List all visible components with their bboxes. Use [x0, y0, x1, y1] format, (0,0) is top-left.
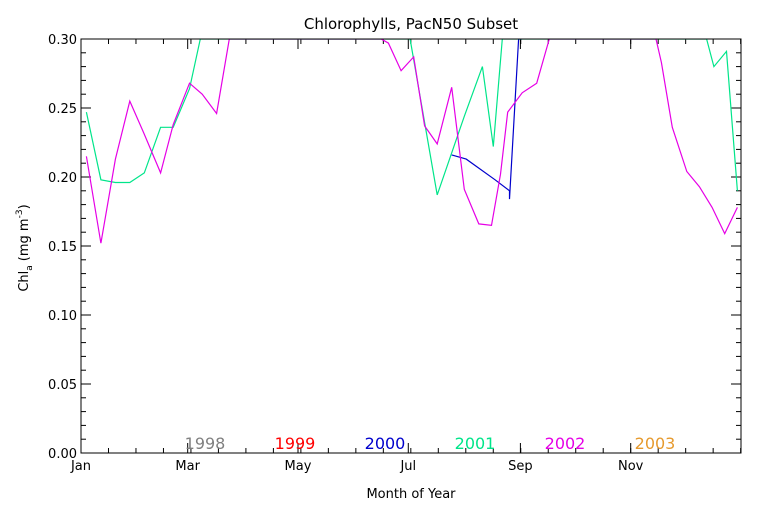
series-line-2000 — [451, 39, 523, 200]
y-tick-label: 0.25 — [48, 102, 77, 117]
series-layer — [85, 39, 738, 244]
legend-entry-1999: 1999 — [275, 434, 316, 453]
legend-entry-2000: 2000 — [365, 434, 406, 453]
y-axis-label-main: Chl — [17, 271, 32, 292]
x-tick-label: Sep — [508, 459, 533, 474]
legend-entry-1998: 1998 — [185, 434, 226, 453]
y-tick-label: 0.20 — [48, 171, 77, 186]
plot-frame — [80, 38, 742, 454]
chart-title: Chlorophylls, PacN50 Subset — [304, 15, 518, 33]
legend-entry-2002: 2002 — [545, 434, 586, 453]
plot-area — [85, 39, 738, 244]
x-tick-label: May — [285, 459, 312, 474]
y-tick-label: 0.00 — [48, 447, 77, 462]
series-line-2002 — [85, 39, 738, 244]
y-tick-label: 0.10 — [48, 309, 77, 324]
y-axis-label: Chla (mg m-3) — [15, 204, 35, 291]
y-axis-label-unit-suffix: ) — [17, 204, 32, 209]
y-tick-label: 0.30 — [48, 33, 77, 48]
y-axis-label-subscript: a — [25, 265, 35, 271]
legend-entry-2003: 2003 — [635, 434, 676, 453]
x-tick-label: Jan — [70, 459, 91, 474]
y-axis-label-unit-exponent: -3 — [15, 209, 25, 218]
y-tick-label: 0.15 — [48, 240, 77, 255]
series-line-2001 — [85, 39, 738, 196]
y-axis-label-unit-prefix: (mg m — [17, 218, 32, 261]
legend-entry-2001: 2001 — [455, 434, 496, 453]
x-tick-label: Mar — [175, 459, 200, 474]
y-tick-label: 0.05 — [48, 378, 77, 393]
x-tick-label: Jul — [399, 459, 416, 474]
axes-layer: 0.00 0.05 0.10 0.15 0.20 0.25 0.30 Jan Mar May Jul… — [48, 33, 742, 474]
x-tick-label: Nov — [618, 459, 644, 474]
legend: 1998 1999 2000 2001 2002 2003 — [185, 434, 676, 453]
x-axis-label: Month of Year — [366, 487, 456, 502]
